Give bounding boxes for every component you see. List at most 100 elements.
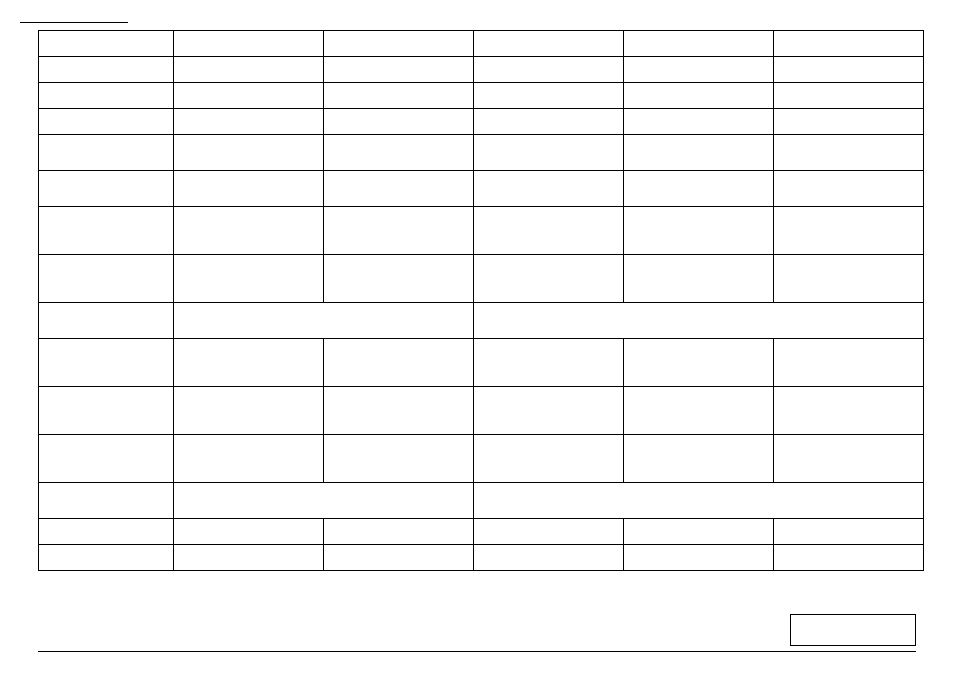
table-row (39, 435, 924, 483)
table-body (39, 31, 924, 571)
table-cell (474, 171, 624, 207)
table-header-cell (324, 31, 474, 57)
page-number-box (790, 614, 916, 646)
table-cell (39, 255, 174, 303)
table-cell (324, 83, 474, 109)
table-header-cell (474, 31, 624, 57)
table-cell (474, 207, 624, 255)
table-cell (174, 135, 324, 171)
table-cell (774, 545, 924, 571)
table-cell (39, 83, 174, 109)
table-cell (474, 387, 624, 435)
table-row (39, 519, 924, 545)
data-table (38, 30, 924, 571)
table-cell (324, 135, 474, 171)
table-cell (624, 171, 774, 207)
table-cell (624, 83, 774, 109)
table-cell (39, 339, 174, 387)
table-cell (624, 435, 774, 483)
table-cell (474, 483, 924, 519)
table-row (39, 57, 924, 83)
table-cell (174, 519, 324, 545)
table-cell (774, 435, 924, 483)
table-cell (474, 57, 624, 83)
table-cell (624, 255, 774, 303)
table-cell (774, 135, 924, 171)
table-cell (39, 57, 174, 83)
table-cell (624, 109, 774, 135)
table-cell (774, 83, 924, 109)
table-cell (774, 171, 924, 207)
table-cell (39, 207, 174, 255)
table-row (39, 255, 924, 303)
table-header-cell (174, 31, 324, 57)
table-cell (474, 339, 624, 387)
table-cell (324, 255, 474, 303)
table-cell (174, 255, 324, 303)
title-underline (20, 22, 128, 23)
table-header-row (39, 31, 924, 57)
table-cell (39, 387, 174, 435)
table-cell (324, 387, 474, 435)
table-cell (174, 303, 474, 339)
table-header-cell (774, 31, 924, 57)
table-row (39, 135, 924, 171)
table-cell (174, 387, 324, 435)
table-cell (39, 135, 174, 171)
table-cell (624, 387, 774, 435)
table-cell (774, 387, 924, 435)
table-cell (324, 171, 474, 207)
table-cell (39, 171, 174, 207)
table-cell (624, 135, 774, 171)
table-row (39, 387, 924, 435)
table-cell (174, 545, 324, 571)
table-cell (624, 545, 774, 571)
table-cell (39, 435, 174, 483)
table-cell (174, 483, 474, 519)
table-cell (474, 109, 624, 135)
table-cell (174, 207, 324, 255)
table-cell (174, 171, 324, 207)
table-cell (39, 545, 174, 571)
table-row (39, 207, 924, 255)
table-cell (174, 57, 324, 83)
table-cell (474, 545, 624, 571)
table-cell (324, 109, 474, 135)
footer-rule (38, 651, 916, 652)
table-cell (324, 435, 474, 483)
table-cell (39, 303, 174, 339)
table-cell (324, 339, 474, 387)
table-cell (39, 483, 174, 519)
table-row (39, 303, 924, 339)
table-row (39, 171, 924, 207)
table-cell (774, 339, 924, 387)
table-cell (774, 519, 924, 545)
table-cell (174, 109, 324, 135)
table-cell (474, 519, 624, 545)
table-cell (624, 207, 774, 255)
table-cell (324, 545, 474, 571)
table-row (39, 109, 924, 135)
table-cell (624, 519, 774, 545)
page (0, 0, 954, 676)
table-cell (324, 57, 474, 83)
table-cell (174, 83, 324, 109)
table-cell (624, 339, 774, 387)
table-cell (474, 303, 924, 339)
table-cell (174, 339, 324, 387)
table-cell (474, 255, 624, 303)
table-cell (774, 109, 924, 135)
table-cell (39, 519, 174, 545)
table-cell (324, 519, 474, 545)
table-cell (174, 435, 324, 483)
table-cell (39, 109, 174, 135)
table-cell (474, 83, 624, 109)
table-cell (774, 57, 924, 83)
table-cell (474, 135, 624, 171)
table-cell (624, 57, 774, 83)
table-cell (324, 207, 474, 255)
table-header-cell (624, 31, 774, 57)
table-cell (774, 207, 924, 255)
table-row (39, 545, 924, 571)
table-row (39, 339, 924, 387)
